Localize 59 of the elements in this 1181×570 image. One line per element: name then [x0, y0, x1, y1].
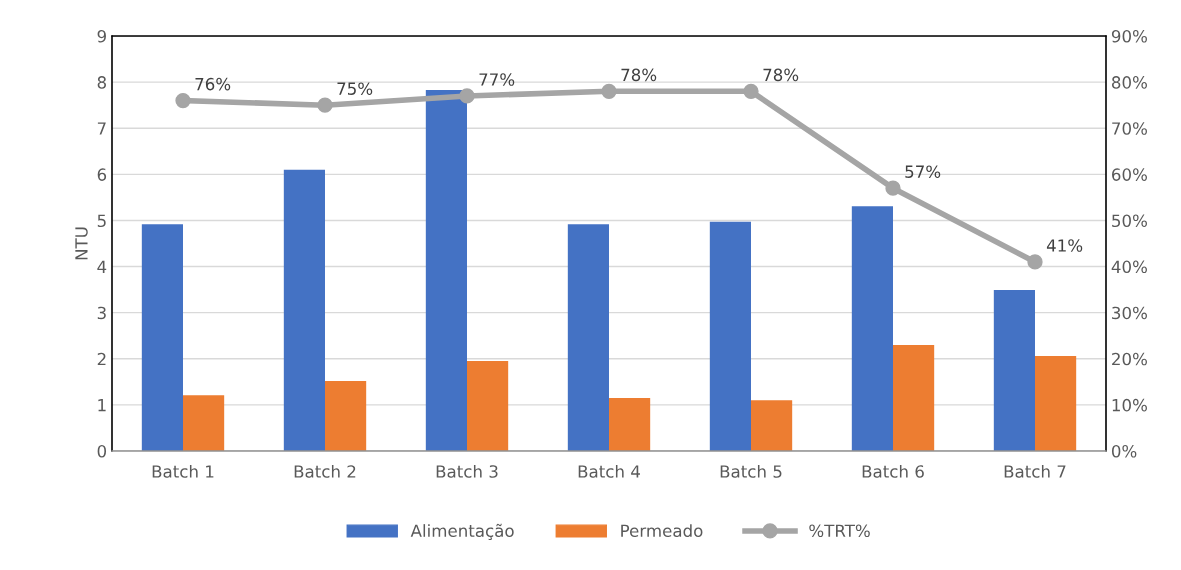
bar: [751, 400, 793, 451]
x-tick-label: Batch 7: [1004, 464, 1066, 478]
y-tick-label: 7: [97, 122, 106, 135]
bar: [609, 397, 651, 451]
y-tick-label: 2: [97, 352, 106, 366]
y-tick-label: 0: [97, 444, 107, 458]
point: [1027, 254, 1043, 270]
y2-tick-label: 50%: [1112, 214, 1147, 228]
bar: [993, 290, 1035, 451]
bar: [425, 89, 467, 451]
data-label: 41%: [1046, 239, 1083, 252]
y2-tick-label: 80%: [1111, 76, 1147, 89]
data-label: 78%: [621, 68, 657, 82]
bar: [141, 224, 183, 451]
y-tick-label: 8: [97, 76, 106, 89]
y2-tick-label: 90%: [1111, 29, 1147, 43]
y-tick-label: 5: [97, 214, 106, 228]
point: [175, 92, 191, 109]
y-tick-label: 3: [97, 306, 106, 320]
bar: [893, 344, 935, 451]
bar: [325, 380, 367, 451]
x-tick-label: Batch 5: [720, 464, 782, 478]
x-tick-label: Batch 4: [578, 464, 640, 478]
legend-label: Alimentação: [410, 523, 514, 541]
y2-tick-label: 10%: [1112, 398, 1147, 412]
y2-tick-label: 30%: [1112, 306, 1147, 320]
y2-tick-label: 20%: [1112, 352, 1147, 366]
x-tick-label: Batch 1: [152, 464, 214, 478]
y-tick-label: 6: [97, 168, 107, 181]
x-tick-label: Batch 6: [862, 464, 924, 478]
bar: [467, 361, 509, 451]
y-tick-label: 9: [97, 29, 106, 43]
bar: [567, 224, 609, 451]
data-label: 75%: [337, 82, 373, 95]
bar: [709, 221, 751, 451]
y-axis-title: NTU: [75, 227, 88, 260]
legend-label: Permeado: [621, 524, 703, 538]
y-tick-label: 4: [97, 260, 107, 273]
legend-label: %TRT%: [809, 524, 870, 538]
bar: [283, 169, 325, 451]
bar: [851, 206, 893, 451]
y2-tick-label: 0%: [1111, 444, 1137, 458]
y2-tick-label: 40%: [1111, 260, 1147, 274]
data-label: 77%: [479, 73, 515, 86]
point: [601, 83, 617, 99]
data-label: 78%: [763, 68, 799, 82]
x-tick-label: Batch 3: [436, 464, 498, 478]
y-tick-label: 1: [98, 399, 106, 412]
bar: [183, 395, 225, 451]
point: [317, 97, 333, 113]
point: [743, 83, 759, 99]
data-label: 57%: [905, 165, 941, 178]
y2-tick-label: 70%: [1112, 122, 1147, 135]
bar: [1035, 356, 1077, 451]
point: [459, 88, 475, 104]
y2-tick-label: 60%: [1112, 168, 1147, 181]
point: [885, 180, 901, 196]
x-tick-label: Batch 2: [294, 464, 356, 478]
data-label: 76%: [195, 77, 231, 91]
